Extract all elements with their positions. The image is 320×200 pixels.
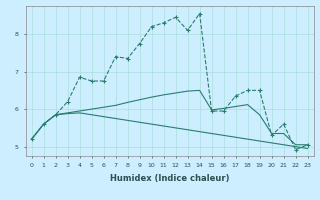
X-axis label: Humidex (Indice chaleur): Humidex (Indice chaleur) [110, 174, 229, 183]
